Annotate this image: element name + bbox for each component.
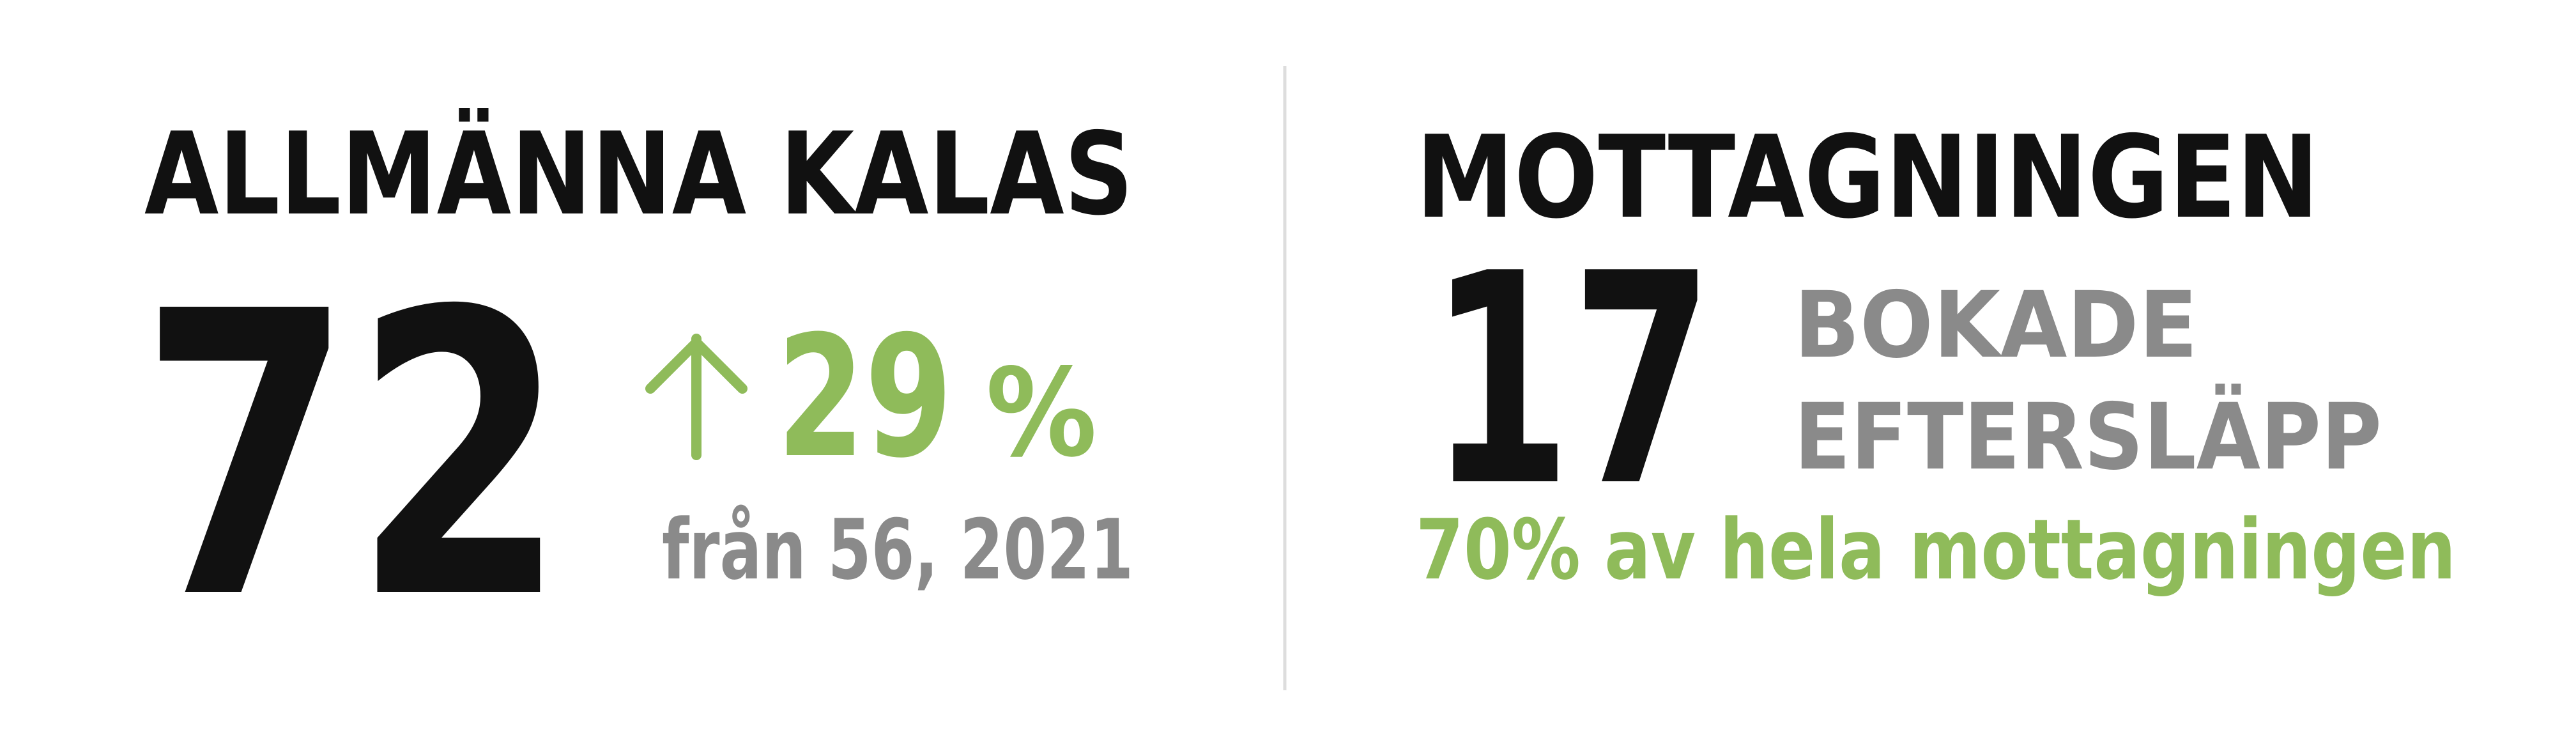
change-value: 29 <box>777 300 953 495</box>
change-unit: % <box>986 343 1097 484</box>
up-arrow <box>645 334 747 460</box>
label-line: BOKADE <box>1794 272 2198 378</box>
big-number: 17 <box>1429 212 1713 550</box>
right-panel: MOTTAGNINGEN 17 BOKADE EFTERSLÄPP 70% av… <box>1416 111 2456 598</box>
panel-title: ALLMÄNNA KALAS <box>144 107 1133 240</box>
big-number: 72 <box>139 229 567 685</box>
comparison: från 56, 2021 <box>662 501 1133 598</box>
note: 70% av hela mottagningen <box>1416 501 2456 598</box>
panel-title: MOTTAGNINGEN <box>1416 111 2319 244</box>
label-line: EFTERSLÄPP <box>1794 383 2382 490</box>
left-panel: ALLMÄNNA KALAS 72 29 % från 56, 2021 <box>139 107 1133 685</box>
